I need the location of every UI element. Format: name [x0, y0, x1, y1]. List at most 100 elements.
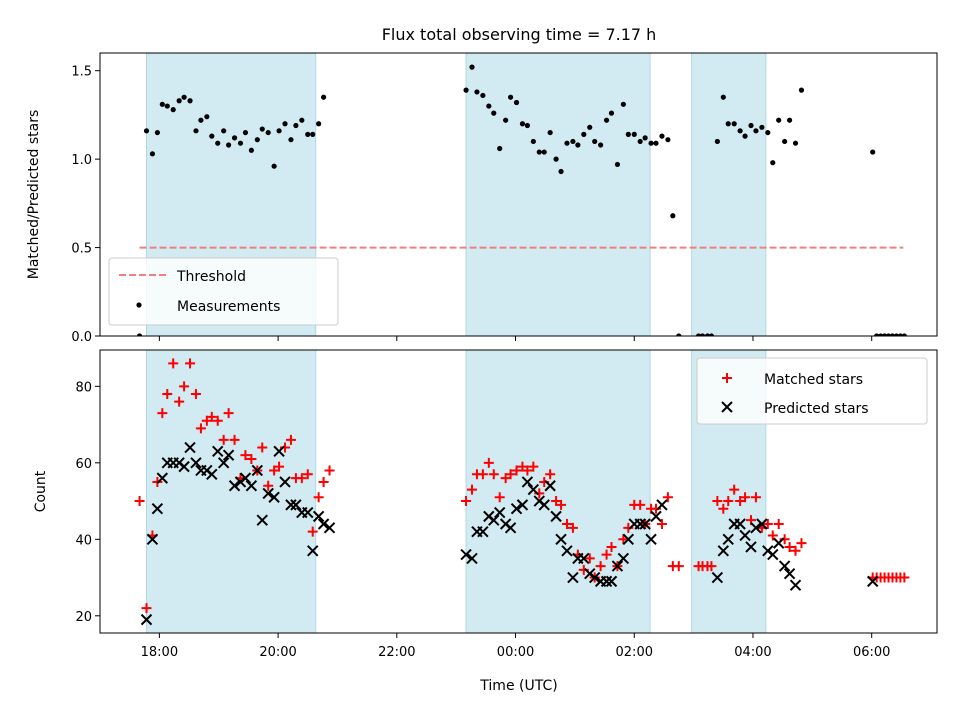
measurement-point: [742, 133, 748, 139]
count-panel: 20 40 60 80 18:00 20:00 22:00 00:00 02:00 04:00 06…: [33, 349, 938, 660]
measurement-point: [648, 140, 654, 146]
y-tick-label: 40: [75, 533, 92, 548]
predicted-star-marker: [239, 472, 252, 484]
matched-star-marker: [784, 541, 795, 552]
measurement-point: [625, 131, 631, 137]
measurement-point: [242, 129, 249, 136]
matched-star-marker: [195, 423, 206, 434]
measurement-point: [889, 333, 896, 336]
predicted-star-marker: [555, 533, 567, 546]
series-measurements: [136, 64, 907, 336]
measurement-point: [653, 140, 659, 146]
predicted-star-marker: [307, 545, 319, 557]
series-predicted-stars: [140, 441, 879, 626]
predicted-star-marker: [656, 499, 668, 511]
plot-area: [136, 64, 907, 336]
x-tick-label: 06:00: [853, 645, 890, 660]
y-axis-label: Count: [33, 470, 49, 512]
measurement-point: [676, 333, 682, 336]
measurement-point: [878, 333, 884, 336]
measurement-point: [558, 168, 564, 175]
x-tick-label: 20:00: [259, 645, 296, 660]
measurement-point: [547, 129, 553, 136]
matched-star-marker: [168, 358, 179, 369]
legend-entry-threshold: Threshold: [176, 269, 246, 285]
matched-star-marker: [134, 496, 145, 507]
measurement-point: [714, 138, 720, 145]
measurement-point: [259, 126, 265, 132]
matched-star-marker: [606, 541, 617, 552]
matched-star-marker: [595, 561, 606, 572]
matched-star-marker: [141, 603, 152, 614]
measurement-point: [474, 89, 480, 95]
matched-star-marker: [584, 553, 595, 564]
measurement-point: [541, 149, 547, 155]
measurement-point: [231, 135, 238, 141]
matched-star-marker: [212, 415, 223, 426]
measurement-point: [143, 128, 150, 134]
matched-star-marker: [750, 492, 761, 503]
ticks: 20 40 60 80 18:00 20:00 22:00 00:00 02:00 04:00 06…: [75, 380, 890, 660]
measurement-point: [221, 128, 227, 134]
matched-star-marker: [528, 461, 539, 472]
x-tick-label: 04:00: [734, 645, 771, 660]
matched-star-marker: [307, 526, 318, 537]
matched-star-marker: [712, 496, 723, 507]
x-tick-label: 18:00: [141, 645, 178, 660]
legend-predicted-swatch: [721, 401, 733, 413]
predicted-star-marker: [639, 518, 651, 530]
measurement-point: [608, 110, 615, 116]
measurement-point: [786, 117, 793, 123]
predicted-star-marker: [756, 518, 768, 530]
y-tick-label: 1.5: [71, 65, 92, 80]
predicted-star-marker: [178, 460, 190, 473]
predicted-star-marker: [466, 552, 478, 565]
chart-title: Flux total observing time = 7.17 h: [382, 25, 657, 44]
predicted-star-marker: [290, 499, 302, 511]
measurement-point: [753, 128, 759, 134]
predicted-star-marker: [217, 457, 230, 469]
matched-star-marker: [706, 561, 717, 572]
measurement-point: [874, 333, 880, 336]
predicted-star-marker: [550, 510, 562, 523]
predicted-star-marker: [772, 537, 785, 549]
measurement-point: [276, 128, 282, 134]
predicted-star-marker: [222, 449, 235, 461]
matched-star-marker: [567, 522, 578, 533]
axes-frame: [99, 349, 938, 634]
matched-star-marker: [257, 442, 268, 453]
measurement-point: [881, 333, 888, 336]
measurement-point: [699, 333, 706, 336]
measurement-point: [792, 140, 799, 146]
measurement-point: [293, 122, 299, 129]
measurement-point: [198, 117, 204, 123]
predicted-star-marker: [544, 480, 556, 492]
measurement-point: [136, 333, 143, 336]
predicted-star-marker: [510, 503, 523, 515]
measurement-point: [581, 131, 587, 137]
y-tick-label: 1.0: [71, 153, 92, 168]
measurement-point: [897, 333, 903, 336]
predicted-star-marker: [156, 472, 169, 484]
matched-star-marker: [662, 492, 673, 503]
predicted-star-marker: [268, 491, 280, 503]
legend-entry-measurements: Measurements: [177, 299, 280, 315]
measurement-point: [176, 98, 182, 104]
observing-window: [146, 349, 317, 634]
measurement-point: [193, 128, 199, 134]
matched-star-marker: [179, 381, 190, 392]
matched-star-marker: [461, 496, 472, 507]
x-axis-label: Time (UTC): [479, 678, 557, 694]
measurement-point: [204, 114, 210, 120]
matched-star-marker: [488, 469, 499, 480]
legend: Matched stars Predicted stars: [696, 357, 928, 425]
legend-entry-predicted: Predicted stars: [764, 401, 869, 417]
predicted-star-marker: [527, 483, 540, 496]
predicted-star-marker: [488, 514, 500, 526]
measurement-point: [631, 131, 637, 137]
predicted-star-marker: [578, 552, 590, 565]
predicted-star-marker: [212, 445, 224, 458]
measurement-point: [870, 149, 876, 155]
measurement-point: [299, 117, 305, 123]
